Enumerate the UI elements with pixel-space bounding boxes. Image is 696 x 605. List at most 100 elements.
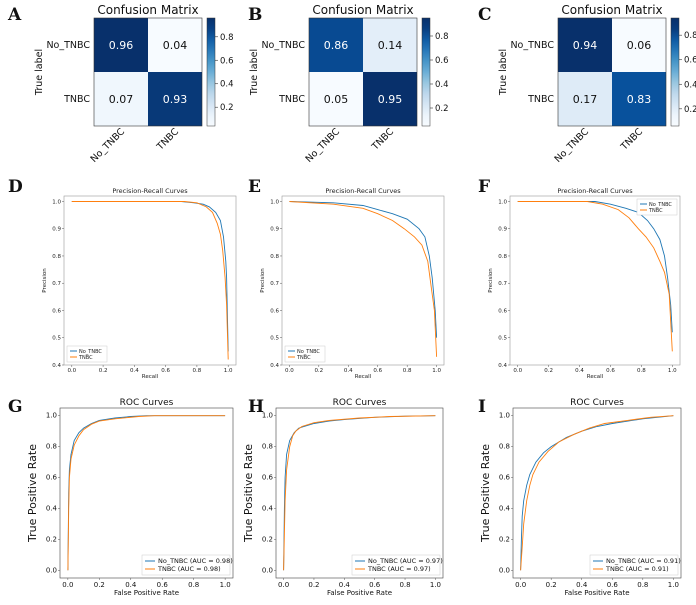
cm-cell [148,72,202,126]
x-tick-label: 0.0 [278,581,289,589]
legend-label: TNBC [648,208,663,214]
y-tick-label: 0.0 [46,566,57,574]
x-tick-label: 0.0 [67,368,76,374]
colorbar-tick-label: 0.6 [220,56,234,66]
x-tick-label: 0.4 [575,368,584,374]
y-tick-label: 0.6 [498,308,507,314]
colorbar-tick-label: 0.4 [684,80,696,90]
colorbar-tick-label: 0.8 [220,33,234,43]
cm-cell [148,18,202,72]
chart-title: ROC Curves [570,398,624,408]
panel-letter: F [478,177,490,197]
chart-title: Precision-Recall Curves [112,187,188,195]
cm-row-label: TNBC [63,94,90,105]
cm-frame [93,17,203,127]
series-line-no-tnbc [289,201,438,338]
chart-title: ROC Curves [333,398,387,408]
x-tick-label: 0.2 [314,368,323,374]
y-tick-label: 0.0 [499,566,510,574]
colorbar-tick-label: 0.2 [684,105,696,115]
y-tick-label: 1.0 [498,199,507,205]
roc-chart-H: ROC Curves 0.0 0.2 0.4 0.6 0.8 1.0 0.0 0.2 0.4 0.6… [242,398,444,597]
x-axis-label: False Positive Rate [327,589,392,597]
cm-cell [363,72,417,126]
x-tick-label: 1.0 [668,581,679,589]
colorbar-tick-label: 0.2 [220,103,234,113]
x-tick-label: 0.0 [513,368,522,374]
series-line-tnbc [71,201,229,360]
cm-cell-value: 0.14 [378,39,403,52]
legend-label: TNBC (AUC = 0.97) [367,565,431,573]
y-tick-label: 0.4 [270,363,279,369]
y-tick-label: 0.4 [52,363,61,369]
y-tick-label: 0.7 [52,281,61,287]
y-tick-label: 0.7 [498,281,507,287]
y-tick-label: 0.6 [262,474,274,482]
panel-letter: H [248,397,264,417]
x-tick-label: 0.2 [546,581,557,589]
cm-row-label: TNBC [527,94,554,105]
y-tick-label: 0.9 [270,227,279,233]
cm-ylabel: True label [249,49,260,96]
series-line-tnbc [283,415,436,571]
y-axis-label: True Positive Rate [26,444,39,543]
y-tick-label: 0.4 [498,363,507,369]
colorbar [670,17,680,127]
x-tick-label: 0.8 [188,581,199,589]
y-tick-label: 0.5 [498,336,507,342]
y-tick-label: 0.7 [270,281,279,287]
panel-letter: D [8,177,23,197]
plot-area [509,195,681,366]
x-tick-label: 0.6 [161,368,170,374]
y-tick-label: 0.2 [499,535,510,543]
legend: No_TNBC (AUC = 0.91)TNBC (AUC = 0.91) [589,554,681,576]
chart-title: Precision-Recall Curves [325,187,401,195]
y-tick-label: 0.6 [52,308,61,314]
x-tick-label: 0.4 [339,581,351,589]
colorbar [421,17,431,127]
cm-cell [94,72,148,126]
x-tick-label: 0.2 [94,581,105,589]
legend-label: TNBC (AUC = 0.91) [605,565,669,573]
legend-box [284,345,326,363]
legend-label: TNBC [78,355,93,361]
x-tick-label: 1.0 [668,368,677,374]
y-tick-label: 0.9 [498,227,507,233]
cm-title: Confusion Matrix [312,3,413,17]
plot-area [63,195,237,366]
x-tick-label: 0.8 [637,368,646,374]
cm-cell-value: 0.96 [109,39,134,52]
x-tick-label: 0.2 [308,581,319,589]
y-axis-label: True Positive Rate [479,444,492,543]
series-line-no-tnbc [517,201,673,333]
cm-cell [94,18,148,72]
chart-title: Precision-Recall Curves [557,187,633,195]
colorbar [206,17,216,127]
cm-cell [309,18,363,72]
cm-cell-value: 0.93 [163,93,188,106]
pr-chart-F: Precision-Recall Curves 0.0 0.2 0.4 0.6 0.8 1.… [488,187,681,380]
y-tick-label: 0.6 [270,308,279,314]
cm-col-label: No_TNBC [304,126,343,165]
legend-box [351,554,441,576]
x-tick-label: 0.8 [403,368,412,374]
legend-label: No_TNBC (AUC = 0.97) [368,557,443,565]
cm-cell [612,18,666,72]
cm-ylabel: True label [498,49,509,96]
colorbar-tick-label: 0.8 [435,32,449,42]
cm-cell-value: 0.06 [627,39,652,52]
y-tick-label: 0.6 [499,474,511,482]
colorbar-tick-label: 0.6 [435,56,449,66]
cm-cell-value: 0.86 [324,39,349,52]
pr-chart-D: Precision-Recall Curves 0.0 0.2 0.4 0.6 0.8 1.… [42,187,237,380]
y-axis-label: Precision [260,268,266,293]
x-axis-label: Recall [142,374,159,380]
x-tick-label: 1.0 [220,581,231,589]
roc-chart-G: ROC Curves 0.0 0.2 0.4 0.6 0.8 1.0 0.0 0.2 0.4 0.6… [26,398,234,597]
pr-chart-E: Precision-Recall Curves 0.0 0.2 0.4 0.6 0.8 1.… [260,187,445,380]
panel-letter: G [8,397,23,417]
